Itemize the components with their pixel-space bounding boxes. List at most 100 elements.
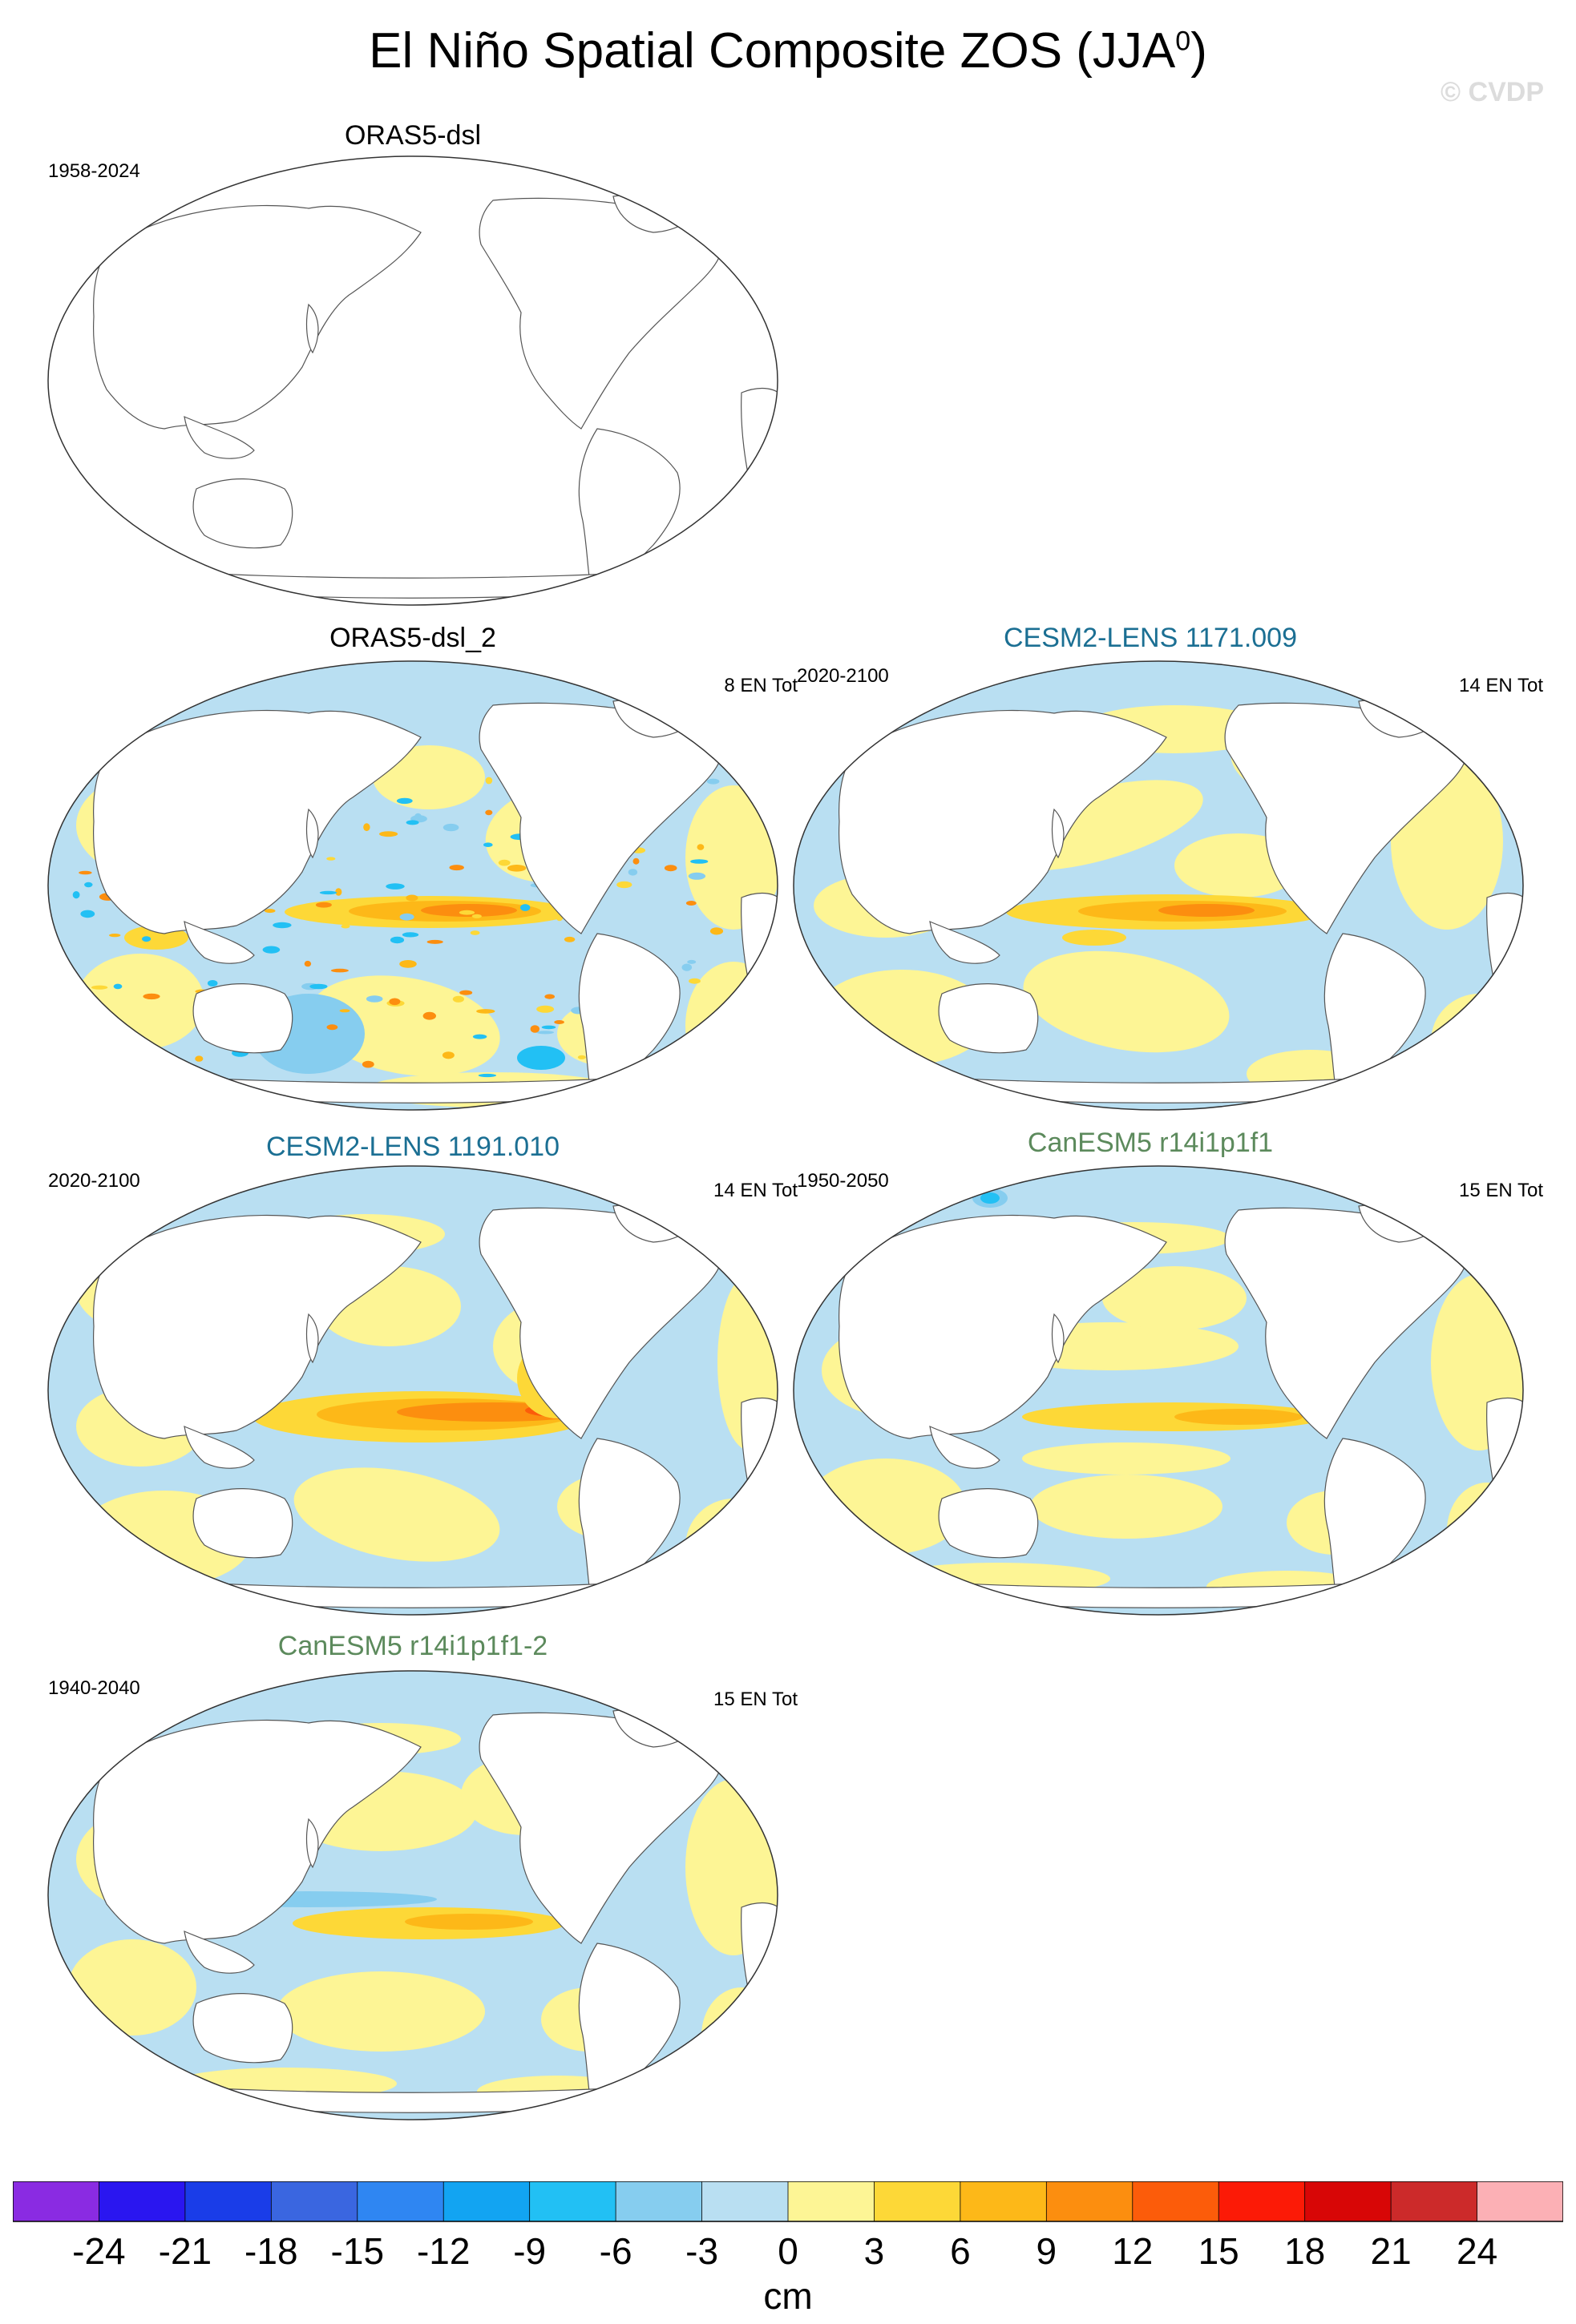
- anomaly-patch: [1447, 1483, 1523, 1579]
- noise-speckle: [478, 1073, 497, 1078]
- colorbar-bin: [13, 2181, 100, 2222]
- noise-speckle: [195, 1055, 204, 1062]
- figure-title: El Niño Spatial Composite ZOS (JJA0): [369, 23, 1207, 79]
- noise-speckle: [399, 960, 417, 968]
- land-eurasia: [93, 1214, 422, 1439]
- land-australia: [192, 478, 293, 549]
- noise-speckle: [536, 1005, 555, 1013]
- noise-speckle: [125, 1078, 139, 1084]
- noise-speckle: [452, 995, 464, 1003]
- panel-6-title: CanESM5 r14i1p1f1-2: [277, 1631, 548, 1661]
- noise-speckle: [664, 865, 677, 872]
- land-seasia: [929, 921, 1000, 964]
- noise-speckle: [470, 930, 480, 935]
- noise-speckle: [315, 902, 332, 908]
- noise-speckle: [485, 809, 493, 816]
- noise-speckle: [459, 910, 475, 915]
- panel-1-map: [47, 155, 778, 606]
- noise-speckle: [330, 968, 349, 973]
- noise-speckle: [262, 946, 281, 954]
- colorbar-bin: [1218, 2181, 1306, 2222]
- noise-speckle: [386, 883, 405, 890]
- noise-speckle: [142, 936, 152, 942]
- noise-speckle: [530, 1025, 539, 1033]
- noise-speckle: [84, 882, 93, 888]
- panel-1-period: 1958-2024: [48, 160, 140, 182]
- anomaly-patch: [68, 1939, 196, 2036]
- land-japan: [1051, 1313, 1065, 1364]
- noise-speckle: [331, 1011, 344, 1019]
- colorbar-bin: [1477, 2181, 1563, 2222]
- anomaly-patch: [517, 1046, 565, 1070]
- noise-speckle: [390, 936, 405, 944]
- noise-speckle: [732, 1063, 744, 1071]
- colorbar-bin: [615, 2181, 703, 2222]
- land-australia: [192, 1993, 293, 2064]
- map-outline: [47, 1670, 778, 2120]
- noise-speckle: [319, 890, 337, 895]
- colorbar-bin: [874, 2181, 961, 2222]
- map-outline: [47, 660, 778, 1111]
- colorbar-bin: [787, 2181, 875, 2222]
- colorbar-tick-label: -15: [330, 2230, 385, 2272]
- panel-4-map: [47, 1165, 778, 1616]
- noise-speckle: [459, 990, 473, 995]
- noise-speckle: [471, 914, 482, 918]
- noise-speckle: [339, 1009, 350, 1013]
- colorbar-tick-label: 9: [1036, 2230, 1057, 2272]
- noise-speckle: [544, 994, 555, 999]
- colorbar-tick-label: -18: [244, 2230, 298, 2272]
- land-japan: [305, 808, 319, 859]
- noise-speckle: [79, 870, 92, 875]
- noise-speckle: [687, 959, 697, 964]
- colorbar-bin: [99, 2181, 186, 2222]
- noise-speckle: [362, 1060, 374, 1068]
- noise-speckle: [554, 1020, 564, 1024]
- noise-speckle: [690, 859, 709, 864]
- panel-6-map: [47, 1670, 778, 2120]
- noise-speckle: [366, 995, 383, 1003]
- anomaly-patch: [405, 1914, 533, 1930]
- colorbar-tick-label: -9: [513, 2230, 547, 2272]
- noise-speckle: [187, 1083, 204, 1091]
- anomaly-patch: [1431, 994, 1523, 1090]
- panel-4-period: 2020-2100: [48, 1170, 140, 1192]
- noise-speckle: [91, 985, 108, 990]
- noise-speckle: [80, 910, 95, 918]
- land-eurasia: [93, 709, 422, 934]
- noise-speckle: [133, 1063, 149, 1069]
- map-outline: [47, 1165, 778, 1616]
- land-seasia: [184, 1426, 255, 1469]
- panel-4-title: CESM2-LENS 1191.010: [265, 1132, 560, 1162]
- noise-speckle: [689, 978, 701, 984]
- anomaly-patch: [293, 1467, 500, 1562]
- noise-speckle: [113, 983, 123, 990]
- land-australia: [938, 983, 1039, 1054]
- noise-speckle: [345, 917, 358, 922]
- noise-speckle: [326, 857, 336, 861]
- anomaly-patch: [1062, 930, 1126, 946]
- land-japan: [305, 1313, 319, 1364]
- colorbar-tick-label: -6: [599, 2230, 632, 2272]
- colorbar-bin: [442, 2181, 531, 2222]
- colorbar-tick-label: -12: [416, 2230, 471, 2272]
- colorbar-tick-label: 6: [950, 2230, 971, 2272]
- noise-speckle: [399, 913, 414, 921]
- noise-speckle: [72, 891, 80, 899]
- anomaly-patch: [1022, 1442, 1230, 1475]
- land-japan: [1051, 808, 1065, 859]
- noise-speckle: [207, 980, 218, 986]
- noise-speckle: [402, 932, 419, 938]
- noise-speckle: [536, 1031, 555, 1035]
- panel-2-title: ORAS5-dsl_2: [329, 623, 496, 653]
- noise-speckle: [326, 1024, 338, 1031]
- noise-speckle: [640, 1079, 650, 1083]
- colorbar-bin: [960, 2181, 1048, 2222]
- noise-speckle: [616, 881, 632, 889]
- colorbar-bin: [1304, 2181, 1392, 2222]
- land-seasia: [929, 1426, 1000, 1469]
- land-japan: [305, 303, 319, 354]
- noise-speckle: [709, 927, 724, 935]
- colorbar-bin: [529, 2181, 617, 2222]
- noise-speckle: [483, 842, 493, 847]
